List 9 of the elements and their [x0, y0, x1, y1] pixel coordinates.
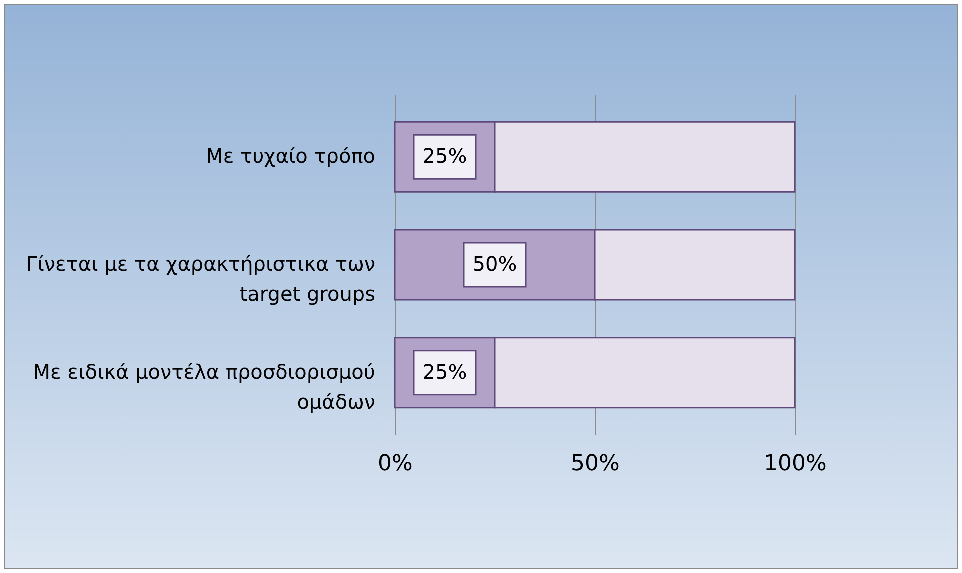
x-tick-label: 100%	[764, 452, 827, 476]
y-tick-label: Με ειδικά μοντέλα προσδιορισμού ομάδων	[33, 360, 376, 414]
y-tick-label: Με τυχαίο τρόπο	[206, 144, 376, 168]
data-label: 25%	[422, 360, 468, 384]
data-label: 50%	[472, 252, 518, 276]
y-tick-label: Γίνεται με τα χαρακτήριστικα των target groups	[26, 252, 376, 306]
x-tick-label: 50%	[571, 452, 620, 476]
data-label: 25%	[422, 144, 468, 168]
x-tick-label: 0%	[378, 452, 413, 476]
